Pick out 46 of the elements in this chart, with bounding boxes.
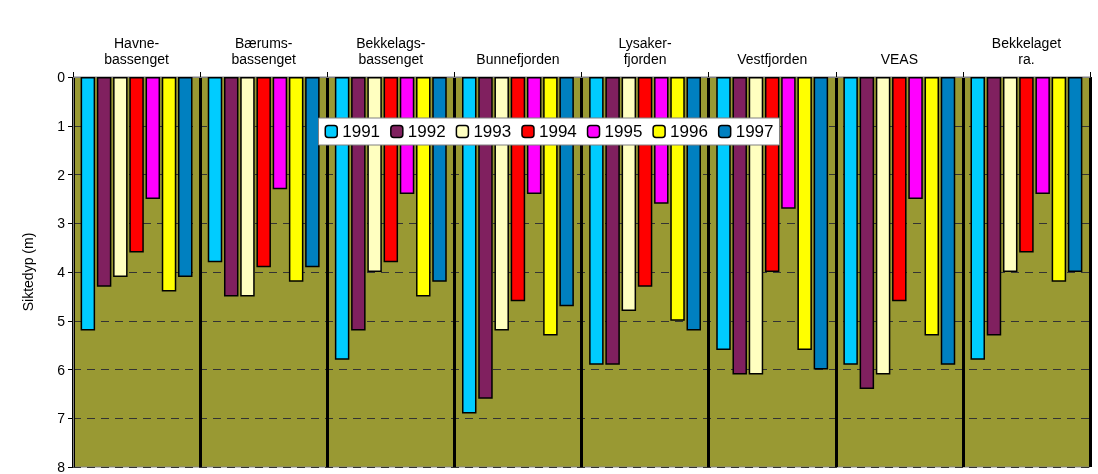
- y-tick-label: 6: [57, 361, 66, 378]
- legend-label: 1992: [407, 122, 446, 141]
- x-tick-label: VEAS: [880, 51, 918, 67]
- y-tick-label: 7: [57, 410, 66, 427]
- y-tick-label: 4: [57, 264, 66, 280]
- y-tick-label: 2: [57, 166, 66, 183]
- x-tick-label: Lysaker- fjorden: [618, 35, 672, 67]
- y-axis-title: Siktedyp (m): [20, 232, 36, 312]
- bar: [940, 77, 956, 365]
- bar: [813, 77, 829, 370]
- bar: [288, 77, 304, 282]
- bar: [970, 77, 985, 360]
- y-tick-label: 1: [57, 117, 66, 134]
- x-tick-label: Havne- bassenget: [104, 35, 169, 67]
- legend-label: 1996: [670, 122, 708, 141]
- bar: [178, 77, 193, 277]
- y-tick-label: 8: [57, 459, 66, 474]
- bar: [305, 77, 320, 268]
- legend-label: 1991: [342, 122, 381, 141]
- bar: [986, 77, 1002, 336]
- bar: [843, 77, 858, 365]
- legend-label: 1997: [735, 122, 774, 141]
- x-tick-label: Vestfjorden: [737, 51, 808, 67]
- bar: [875, 77, 891, 375]
- bar: [80, 77, 96, 331]
- x-tick-label: Bekkelags- bassenget: [356, 35, 426, 67]
- bar: [223, 77, 239, 297]
- x-tick-label: Bunnefjorden: [476, 51, 560, 67]
- y-tick-label: 3: [57, 215, 66, 232]
- bar: [272, 77, 288, 190]
- y-tick-label: 5: [57, 312, 66, 329]
- bar: [207, 77, 223, 263]
- bar: [1002, 77, 1018, 272]
- bar: [161, 77, 177, 292]
- legend-label: 1993: [473, 122, 512, 141]
- bar: [1067, 77, 1083, 272]
- bar: [1051, 77, 1067, 282]
- bar: [145, 77, 161, 199]
- x-tick-label: Bekkelaget ra.: [991, 35, 1062, 67]
- legend-label: 1994: [538, 122, 577, 141]
- bar: [924, 77, 940, 336]
- y-tick-label: 0: [57, 69, 66, 85]
- legend-label: 1995: [604, 122, 643, 141]
- bar: [859, 77, 875, 389]
- bar: [96, 77, 112, 287]
- x-tick-label: Bærums- bassenget: [231, 35, 297, 67]
